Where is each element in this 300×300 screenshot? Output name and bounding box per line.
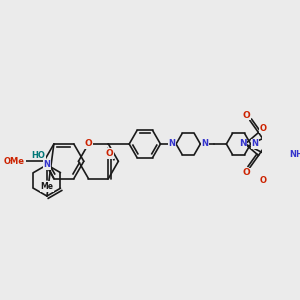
Text: O: O	[242, 111, 250, 120]
Text: N: N	[168, 140, 175, 148]
Text: Me: Me	[40, 182, 53, 191]
Text: NH: NH	[290, 150, 300, 159]
Text: N: N	[44, 160, 50, 169]
Text: O: O	[85, 140, 92, 148]
Text: OMe: OMe	[4, 157, 25, 166]
Text: N: N	[251, 140, 259, 148]
Text: HO: HO	[31, 151, 45, 160]
Text: N: N	[201, 140, 208, 148]
Text: N: N	[239, 140, 246, 148]
Text: O: O	[260, 124, 266, 133]
Text: O: O	[105, 149, 113, 158]
Text: O: O	[242, 168, 250, 177]
Text: O: O	[260, 176, 266, 185]
